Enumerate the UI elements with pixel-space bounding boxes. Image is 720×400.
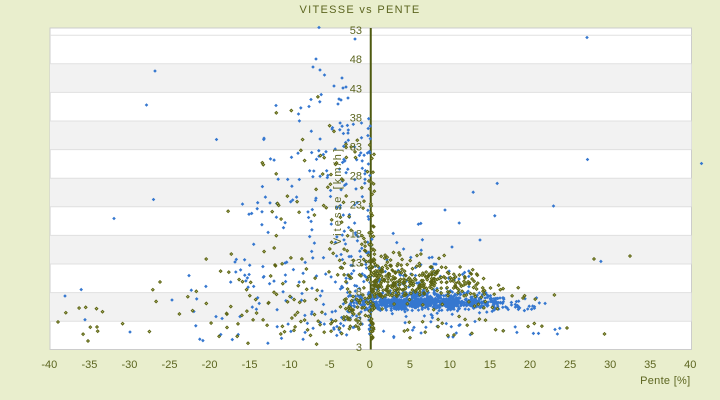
svg-text:38: 38 (350, 112, 362, 124)
svg-text:23: 23 (350, 200, 362, 212)
svg-text:20: 20 (524, 359, 536, 371)
svg-text:-25: -25 (162, 359, 178, 371)
svg-text:18: 18 (350, 229, 362, 241)
svg-text:Pente [%]: Pente [%] (640, 375, 690, 387)
svg-text:28: 28 (350, 170, 362, 182)
svg-text:-40: -40 (41, 359, 57, 371)
svg-text:43: 43 (350, 83, 362, 95)
svg-text:10: 10 (444, 359, 456, 371)
svg-text:35: 35 (644, 359, 656, 371)
svg-text:48: 48 (350, 54, 362, 66)
svg-text:13: 13 (350, 258, 362, 270)
svg-text:Vitesse [km/h]: Vitesse [km/h] (332, 147, 344, 245)
svg-text:-30: -30 (121, 359, 137, 371)
svg-text:33: 33 (350, 141, 362, 153)
svg-text:-5: -5 (325, 359, 335, 371)
svg-text:0: 0 (367, 359, 373, 371)
svg-text:15: 15 (484, 359, 496, 371)
svg-text:25: 25 (564, 359, 576, 371)
svg-text:30: 30 (604, 359, 616, 371)
svg-text:53: 53 (350, 25, 362, 37)
svg-text:-15: -15 (242, 359, 258, 371)
svg-text:-10: -10 (282, 359, 298, 371)
svg-text:40: 40 (684, 359, 696, 371)
svg-text:5: 5 (407, 359, 413, 371)
svg-text:3: 3 (356, 342, 362, 354)
svg-text:-20: -20 (202, 359, 218, 371)
svg-text:VITESSE vs PENTE: VITESSE vs PENTE (299, 4, 420, 16)
svg-text:8: 8 (356, 287, 362, 299)
svg-text:3: 3 (356, 316, 362, 328)
svg-text:-35: -35 (81, 359, 97, 371)
